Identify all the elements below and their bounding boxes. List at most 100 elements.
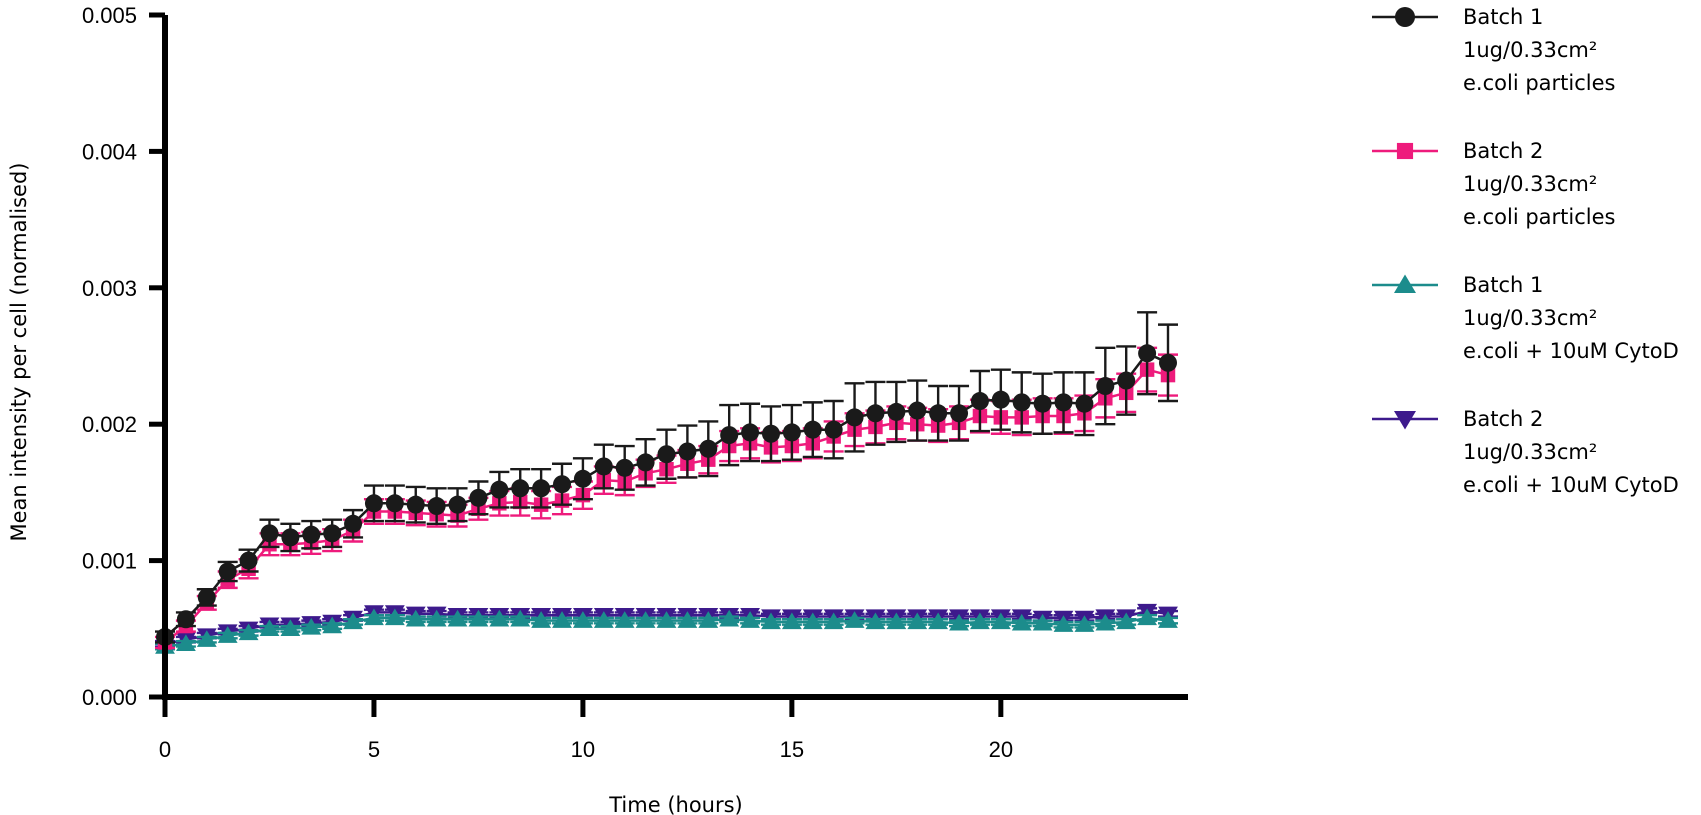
data-point	[949, 613, 969, 631]
data-point	[531, 611, 552, 628]
y-tick-label: 0.003	[82, 276, 137, 301]
data-point	[1138, 344, 1157, 363]
data-point	[614, 611, 635, 628]
x-tick-label: 15	[780, 737, 804, 762]
data-point	[280, 619, 301, 636]
data-point	[887, 402, 906, 421]
data-point	[1095, 613, 1116, 631]
legend-label: 1ug/0.33cm²	[1463, 306, 1597, 330]
data-point	[803, 420, 822, 439]
data-point	[239, 551, 258, 570]
data-point	[364, 494, 383, 513]
data-point	[678, 442, 697, 461]
data-point	[218, 562, 237, 581]
legend-label: 1ug/0.33cm²	[1463, 172, 1597, 196]
data-point	[1075, 394, 1094, 413]
x-axis-title: Time (hours)	[608, 793, 743, 815]
data-point	[740, 611, 760, 628]
data-point	[866, 404, 885, 423]
data-point	[635, 611, 656, 628]
legend-label: Batch 2	[1463, 139, 1543, 163]
data-point	[1096, 377, 1115, 396]
data-point	[720, 426, 739, 445]
y-tick-label: 0.004	[82, 139, 137, 164]
x-tick-label: 20	[989, 737, 1013, 762]
data-point	[990, 612, 1011, 630]
data-point	[427, 497, 446, 516]
data-point	[970, 612, 990, 630]
data-point	[196, 630, 217, 647]
data-point	[1054, 393, 1073, 412]
data-point	[448, 495, 467, 514]
data-point	[824, 420, 843, 439]
data-point	[844, 611, 865, 628]
data-point	[908, 401, 927, 420]
data-point	[929, 404, 948, 423]
data-point	[553, 475, 572, 494]
data-point	[761, 612, 781, 630]
data-point	[823, 612, 844, 630]
data-point	[510, 609, 531, 627]
legend-label: 1ug/0.33cm²	[1463, 38, 1597, 62]
data-point	[657, 445, 676, 464]
data-point	[573, 469, 592, 488]
x-tick-label: 10	[571, 737, 595, 762]
data-point	[364, 608, 384, 626]
legend-entry-2: Batch 2 1ug/0.33cm² e.coli particles	[1372, 139, 1615, 229]
axes	[162, 15, 1188, 700]
data-point	[1137, 608, 1158, 626]
data-point	[1033, 394, 1052, 413]
data-point	[323, 524, 342, 543]
data-point	[950, 404, 969, 423]
data-point	[991, 390, 1010, 409]
y-tick-label: 0.000	[82, 685, 137, 710]
data-point	[302, 525, 321, 544]
series-2	[155, 346, 1178, 650]
data-point	[197, 588, 216, 607]
data-point	[699, 439, 718, 458]
legend-entry-4: Batch 2 1ug/0.33cm² e.coli + 10uM CytoD	[1372, 407, 1679, 497]
data-point	[970, 392, 989, 411]
data-point	[1074, 615, 1095, 632]
data-point	[1011, 613, 1032, 631]
data-point	[782, 423, 801, 442]
plot-area	[155, 311, 1178, 654]
data-point	[1117, 371, 1136, 390]
data-point	[1053, 615, 1074, 632]
legend-label: Batch 2	[1463, 407, 1543, 431]
data-point	[217, 626, 238, 643]
series-1	[155, 311, 1178, 646]
data-point	[259, 619, 280, 636]
legend-label: Batch 1	[1463, 273, 1543, 297]
data-point	[886, 612, 907, 630]
legend-swatch-marker	[1395, 7, 1415, 27]
data-point	[281, 528, 300, 547]
data-point	[384, 608, 405, 626]
data-point	[656, 611, 677, 628]
data-point	[406, 495, 425, 514]
legend-label: 1ug/0.33cm²	[1463, 440, 1597, 464]
axis-ticks: 0.000 0.001 0.002 0.003 0.004 0.005 0 5 10 15 20	[82, 3, 1013, 762]
data-point	[469, 488, 488, 507]
data-point	[552, 611, 572, 628]
data-point	[489, 609, 510, 627]
data-point	[802, 612, 823, 630]
legend-label: e.coli + 10uM CytoD	[1463, 473, 1679, 497]
data-point	[260, 524, 279, 543]
legend-entry-3: Batch 1 1ug/0.33cm² e.coli + 10uM CytoD	[1372, 273, 1679, 363]
data-point	[594, 457, 613, 476]
data-point	[698, 611, 719, 628]
data-point	[761, 424, 780, 443]
data-point	[511, 479, 530, 498]
y-axis-title: Mean intensity per cell (normalised)	[7, 163, 31, 542]
series-3	[155, 608, 1178, 654]
data-point	[1116, 612, 1137, 630]
data-point	[405, 609, 426, 627]
data-point	[781, 612, 802, 630]
data-point	[468, 609, 489, 627]
data-point	[865, 612, 886, 630]
data-point	[447, 609, 468, 627]
data-point	[426, 609, 447, 627]
data-point	[907, 612, 928, 630]
